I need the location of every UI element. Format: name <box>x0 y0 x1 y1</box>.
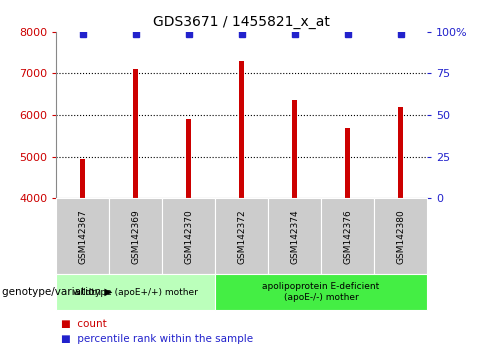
Bar <box>292 101 297 198</box>
Bar <box>186 119 191 198</box>
Title: GDS3671 / 1455821_x_at: GDS3671 / 1455821_x_at <box>153 16 330 29</box>
Bar <box>81 159 85 198</box>
Bar <box>398 107 403 198</box>
Bar <box>346 127 349 198</box>
Text: ■  percentile rank within the sample: ■ percentile rank within the sample <box>61 334 253 344</box>
Bar <box>134 69 138 198</box>
Bar <box>240 61 244 198</box>
Text: apolipoprotein E-deficient
(apoE-/-) mother: apolipoprotein E-deficient (apoE-/-) mot… <box>263 282 380 302</box>
Text: GSM142374: GSM142374 <box>290 209 299 264</box>
Text: genotype/variation ▶: genotype/variation ▶ <box>2 287 113 297</box>
Text: GSM142380: GSM142380 <box>396 209 405 264</box>
Text: GSM142369: GSM142369 <box>131 209 140 264</box>
Text: GSM142376: GSM142376 <box>343 209 352 264</box>
Text: GSM142370: GSM142370 <box>184 209 193 264</box>
Text: wildtype (apoE+/+) mother: wildtype (apoE+/+) mother <box>73 287 198 297</box>
Text: GSM142367: GSM142367 <box>78 209 87 264</box>
Text: ■  count: ■ count <box>61 319 107 329</box>
Text: GSM142372: GSM142372 <box>237 209 246 264</box>
